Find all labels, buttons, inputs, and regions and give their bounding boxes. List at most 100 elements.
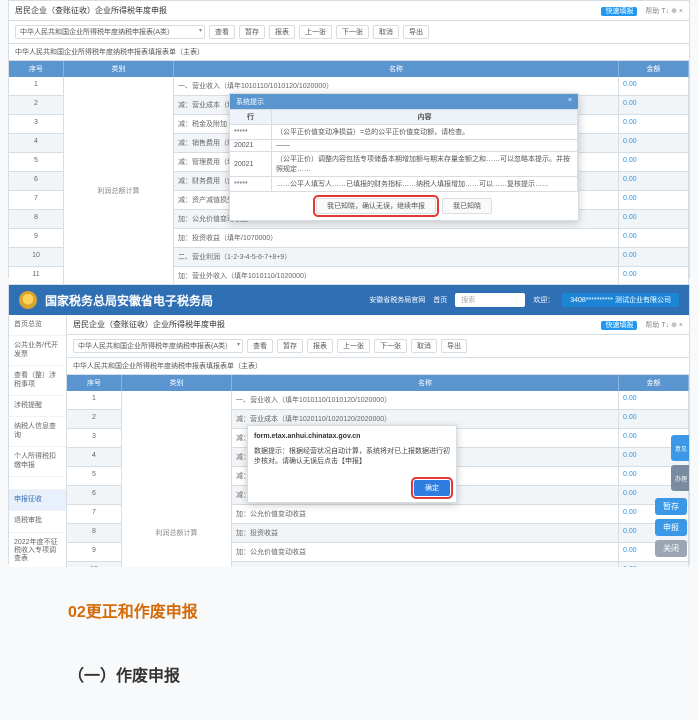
mg-r3c1: ……公平人填写人……已填报的财务指标……纳税人填报增加……可以……复核提示…… (271, 176, 578, 192)
row-value[interactable]: 0.00 (619, 410, 689, 429)
side-floaters: 意见办理 (671, 435, 689, 491)
row-name: 加：投资收益 (232, 524, 619, 543)
floater-button[interactable]: 意见 (671, 435, 689, 461)
row-index: 5 (67, 467, 122, 486)
action-pill[interactable]: 关闭 (655, 540, 687, 557)
welcome-label: 欢迎： (533, 295, 554, 305)
confirm-modal-body: form.etax.anhui.chinatax.gov.cn 数据提示：根据经… (248, 426, 456, 474)
row-value[interactable]: 0.00 (619, 562, 689, 567)
screenshot-top: 居民企业（查账征收）企业所得税年度申报 快速填报 帮助 T↓ ⊕ × 中华人民共… (8, 0, 690, 278)
shot2-toolbar: 中华人民共和国企业所得税年度纳税申报表(A类） 查看 暂存 报表 上一张 下一张… (67, 335, 689, 358)
col-header: 序号 (9, 61, 64, 77)
sidebar-item[interactable]: 涉税提醒 (9, 396, 66, 417)
floater-button[interactable]: 办理 (671, 465, 689, 491)
sidebar-item[interactable]: 申报征收 (9, 490, 66, 511)
col-header: 类别 (64, 61, 174, 77)
tb2-2[interactable]: 报表 (307, 339, 333, 353)
shot1-help[interactable]: 帮助 T↓ ⊕ × (645, 8, 683, 15)
portal-top-right: 安徽省税务局官网 首页 搜索 欢迎： 3408********** 测试企业有限… (369, 293, 679, 307)
row-value[interactable]: 0.00 (619, 77, 689, 96)
shot2-help[interactable]: 帮助 T↓ ⊕ × (645, 322, 683, 329)
row-index: 1 (9, 77, 64, 96)
row-value[interactable]: 0.00 (619, 191, 689, 210)
tb-btn-4[interactable]: 下一张 (336, 25, 369, 39)
sidebar-item[interactable]: 退税审批 (9, 511, 66, 532)
row-value[interactable]: 0.00 (619, 248, 689, 267)
row-index: 7 (9, 191, 64, 210)
tb2-4[interactable]: 下一张 (374, 339, 407, 353)
row-index: 9 (67, 543, 122, 562)
search-input[interactable]: 搜索 (455, 293, 525, 307)
tb2-0[interactable]: 查看 (247, 339, 273, 353)
col-header: 名称 (174, 61, 619, 77)
sidebar-item[interactable]: 2022年度不征税收入专项调查表 (9, 533, 66, 567)
row-index: 2 (67, 410, 122, 429)
tb2-3[interactable]: 上一张 (337, 339, 370, 353)
row-index: 7 (67, 505, 122, 524)
action-pill[interactable]: 暂存 (655, 498, 687, 515)
col-header: 序号 (67, 375, 122, 391)
confirm-modal: form.etax.anhui.chinatax.gov.cn 数据提示：根据经… (247, 425, 457, 503)
row-index: 5 (9, 153, 64, 172)
tb-btn-6[interactable]: 导出 (403, 25, 429, 39)
row-value[interactable]: 0.00 (619, 391, 689, 410)
sidebar: 首页总览公共业务/代开发票查看（整）涉税事项涉税提醒纳税人信息查询个人所得税扣缴… (9, 315, 67, 567)
screenshot-portal: 国家税务总局安徽省电子税务局 安徽省税务局官网 首页 搜索 欢迎： 3408**… (8, 284, 690, 564)
tb2-1[interactable]: 暂存 (277, 339, 303, 353)
top-link-0[interactable]: 安徽省税务局官网 (369, 295, 425, 305)
mg-r3c0: ***** (229, 176, 272, 192)
tb-btn-2[interactable]: 报表 (269, 25, 295, 39)
row-value[interactable]: 0.00 (619, 134, 689, 153)
col-header: 类别 (122, 375, 232, 391)
sidebar-item[interactable]: 个人所得税扣缴申报 (9, 447, 66, 477)
subsection-heading: （一）作废申报 (68, 662, 690, 686)
ok-button[interactable]: 确定 (414, 480, 450, 496)
row-index: 8 (67, 524, 122, 543)
row-value[interactable]: 0.00 (619, 115, 689, 134)
quick-fill-badge-2[interactable]: 快速填报 (601, 321, 637, 330)
row-index: 4 (9, 134, 64, 153)
sidebar-item[interactable]: 纳税人信息查询 (9, 417, 66, 447)
action-pill[interactable]: 申报 (655, 519, 687, 536)
quick-fill-badge[interactable]: 快速填报 (601, 7, 637, 16)
confirm-continue-button[interactable]: 我已知晓，确认无误，继续申报 (316, 198, 436, 214)
shot2-titlebar-right: 快速填报 帮助 T↓ ⊕ × (601, 320, 683, 330)
tb-btn-1[interactable]: 暂存 (239, 25, 265, 39)
row-value[interactable]: 0.00 (619, 96, 689, 115)
sidebar-item[interactable]: 首页总览 (9, 315, 66, 336)
row-value[interactable]: 0.00 (619, 210, 689, 229)
tb-btn-3[interactable]: 上一张 (299, 25, 332, 39)
tb-btn-5[interactable]: 取消 (373, 25, 399, 39)
warning-modal-title: 系统提示 (236, 97, 264, 107)
shot1-toolbar: 中华人民共和国企业所得税年度纳税申报表(A类） 查看 暂存 报表 上一张 下一张… (9, 21, 689, 44)
sidebar-item[interactable]: 公共业务/代开发票 (9, 336, 66, 366)
mg-r2c0: 20021 (229, 151, 272, 177)
warning-modal-grid: 行 内容 ***** （公平正价值变动净损益）=总的公平正价值变动额，请检查。 … (230, 110, 578, 192)
portal-name: 国家税务总局安徽省电子税务局 (45, 292, 213, 309)
row-name: 加：投资收益（填年/1070000） (174, 229, 619, 248)
acknowledge-button[interactable]: 我已知晓 (442, 198, 492, 214)
row-value[interactable]: 0.00 (619, 229, 689, 248)
row-name: 加：公允价值变动收益 (232, 505, 619, 524)
tb2-6[interactable]: 导出 (441, 339, 467, 353)
row-index: 1 (67, 391, 122, 410)
user-badge[interactable]: 3408********** 测试企业有限公司 (562, 293, 679, 307)
row-index: 3 (9, 115, 64, 134)
document-page: 居民企业（查账征收）企业所得税年度申报 快速填报 帮助 T↓ ⊕ × 中华人民共… (0, 0, 698, 716)
action-pills: 暂存申报关闭 (655, 498, 687, 557)
sidebar-item[interactable]: 查看（整）涉税事项 (9, 366, 66, 396)
sidebar-item[interactable] (9, 477, 66, 490)
shot2-gridtitle: 中华人民共和国企业所得税年度纳税申报表填报表单（主表） (67, 358, 689, 375)
tb-btn-0[interactable]: 查看 (209, 25, 235, 39)
report-select-2[interactable]: 中华人民共和国企业所得税年度纳税申报表(A类） (73, 339, 243, 353)
row-value[interactable]: 0.00 (619, 172, 689, 191)
row-name: 加：公允价值变动收益 (232, 543, 619, 562)
portal-topbar: 国家税务总局安徽省电子税务局 安徽省税务局官网 首页 搜索 欢迎： 3408**… (9, 285, 689, 315)
tb2-5[interactable]: 取消 (411, 339, 437, 353)
row-index: 9 (9, 229, 64, 248)
row-name: 加：以前年度损益调整 (232, 562, 619, 567)
row-value[interactable]: 0.00 (619, 153, 689, 172)
top-link-1[interactable]: 首页 (433, 295, 447, 305)
close-icon[interactable]: × (568, 97, 572, 107)
report-select[interactable]: 中华人民共和国企业所得税年度纳税申报表(A类） (15, 25, 205, 39)
